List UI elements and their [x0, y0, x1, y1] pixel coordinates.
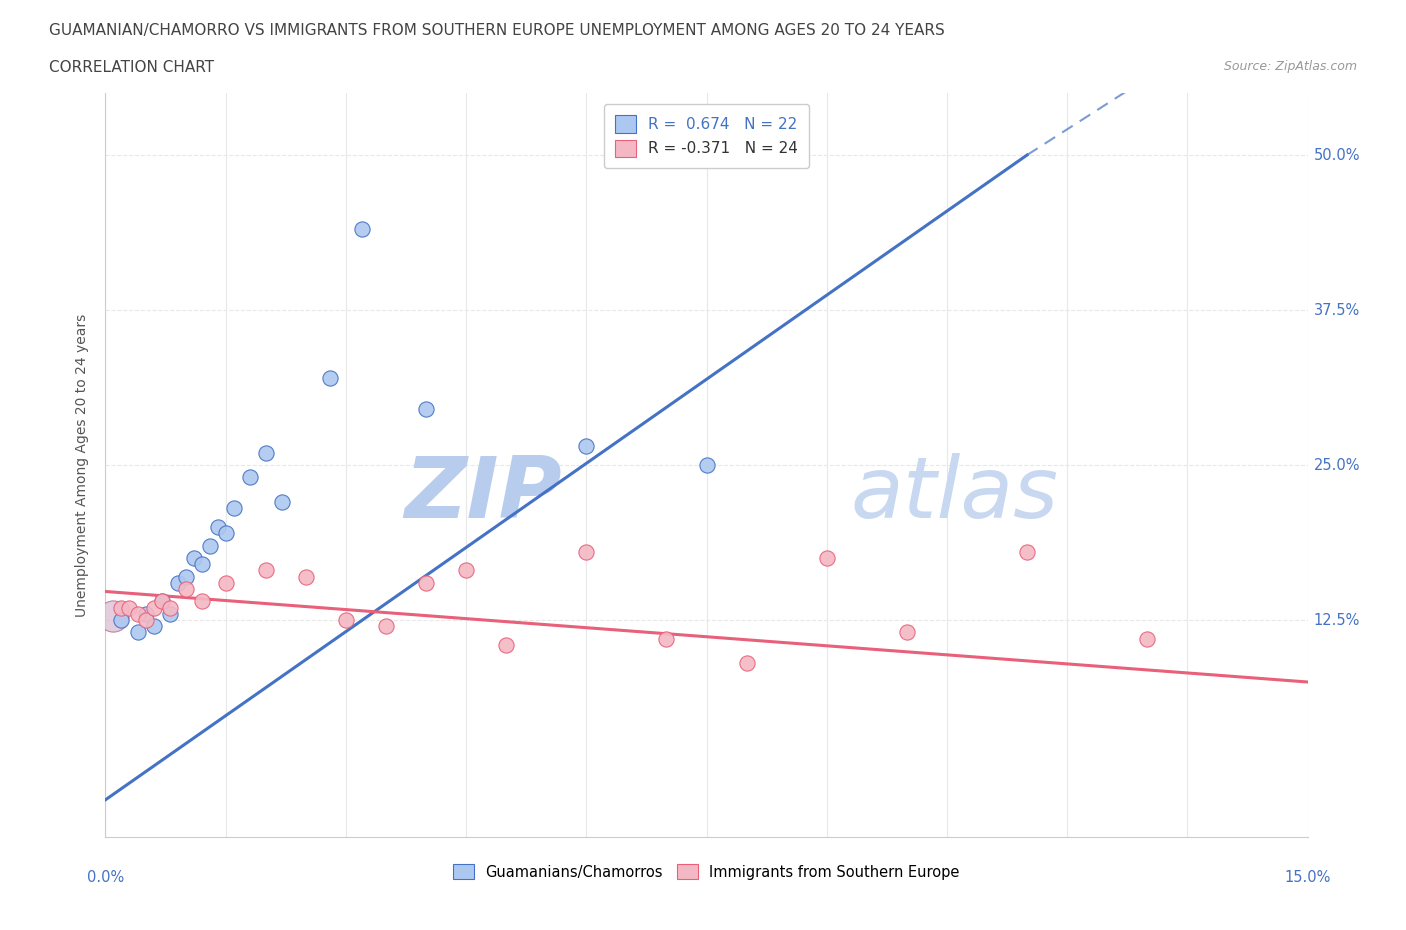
Point: [110, 600, 132, 615]
Point: [207, 520, 229, 535]
Point: [815, 551, 838, 565]
Point: [415, 402, 437, 417]
Point: [190, 594, 212, 609]
Text: CORRELATION CHART: CORRELATION CHART: [49, 60, 214, 75]
Point: [454, 563, 477, 578]
Point: [374, 618, 398, 633]
Point: [350, 222, 373, 237]
Point: [575, 544, 598, 559]
Point: [655, 631, 678, 646]
Text: atlas: atlas: [851, 453, 1059, 537]
Point: [735, 656, 758, 671]
Point: [214, 576, 236, 591]
Point: [295, 569, 318, 584]
Point: [103, 609, 125, 624]
Text: GUAMANIAN/CHAMORRO VS IMMIGRANTS FROM SOUTHERN EUROPE UNEMPLOYMENT AMONG AGES 20: GUAMANIAN/CHAMORRO VS IMMIGRANTS FROM SO…: [49, 23, 945, 38]
Point: [127, 625, 149, 640]
Point: [214, 525, 236, 540]
Point: [150, 594, 173, 609]
Point: [254, 445, 277, 460]
Point: [222, 501, 245, 516]
Point: [270, 495, 292, 510]
Point: [335, 613, 357, 628]
Point: [254, 563, 277, 578]
Point: [319, 371, 342, 386]
Point: [696, 458, 718, 472]
Point: [135, 613, 157, 628]
Point: [150, 594, 173, 609]
Text: 50.0%: 50.0%: [1313, 148, 1360, 163]
Point: [495, 637, 517, 652]
Legend: Guamanians/Chamorros, Immigrants from Southern Europe: Guamanians/Chamorros, Immigrants from So…: [447, 858, 966, 885]
Point: [110, 613, 132, 628]
Text: ZIP: ZIP: [405, 453, 562, 537]
Point: [142, 600, 165, 615]
Text: 0.0%: 0.0%: [87, 870, 124, 885]
Point: [142, 618, 165, 633]
Point: [135, 606, 157, 621]
Point: [103, 609, 125, 624]
Point: [1017, 544, 1039, 559]
Point: [198, 538, 221, 553]
Point: [1136, 631, 1159, 646]
Point: [239, 470, 262, 485]
Point: [166, 576, 188, 591]
Point: [159, 600, 181, 615]
Point: [575, 439, 598, 454]
Point: [174, 569, 197, 584]
Y-axis label: Unemployment Among Ages 20 to 24 years: Unemployment Among Ages 20 to 24 years: [76, 313, 90, 617]
Point: [159, 606, 181, 621]
Text: 15.0%: 15.0%: [1285, 870, 1330, 885]
Point: [118, 600, 141, 615]
Point: [415, 576, 437, 591]
Text: Source: ZipAtlas.com: Source: ZipAtlas.com: [1223, 60, 1357, 73]
Point: [127, 606, 149, 621]
Point: [896, 625, 918, 640]
Point: [190, 557, 212, 572]
Text: 37.5%: 37.5%: [1313, 302, 1360, 317]
Text: 25.0%: 25.0%: [1313, 458, 1360, 472]
Point: [183, 551, 205, 565]
Text: 12.5%: 12.5%: [1313, 613, 1360, 628]
Point: [174, 581, 197, 596]
